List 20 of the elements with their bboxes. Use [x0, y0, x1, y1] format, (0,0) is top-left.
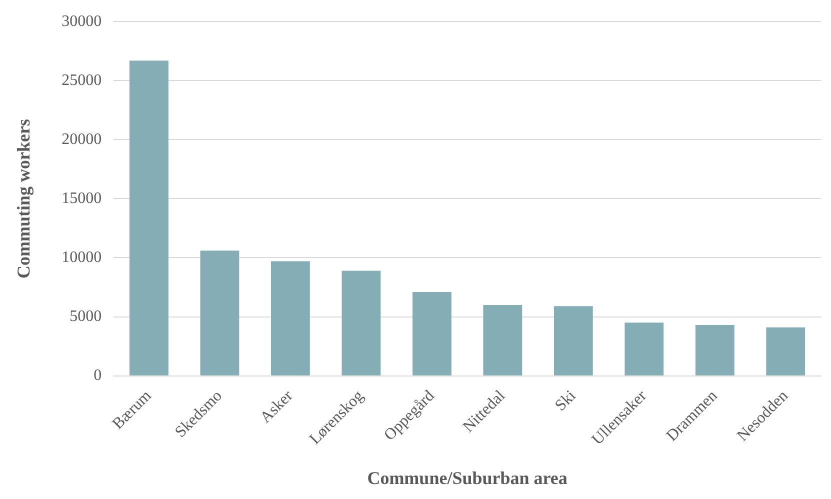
bar: [483, 304, 522, 376]
y-tick-label: 30000: [62, 12, 102, 30]
bar: [412, 292, 452, 376]
y-tick-label: 10000: [62, 248, 102, 266]
bar: [200, 250, 240, 376]
y-tick-label: 20000: [62, 130, 102, 148]
y-tick-label: 15000: [62, 190, 102, 207]
bar: [342, 270, 381, 376]
bar: [554, 306, 593, 376]
y-tick-label: 0: [94, 367, 102, 384]
y-tick-label: 25000: [62, 72, 102, 89]
bar: [766, 327, 806, 376]
bar: [270, 261, 310, 376]
bar: [695, 325, 734, 376]
x-tick-label: Ski: [552, 386, 580, 414]
x-axis-title: Commune/Suburban area: [367, 468, 568, 488]
y-axis-title: Commuting workers: [13, 118, 34, 278]
bar: [130, 60, 168, 376]
bar: [624, 322, 664, 376]
y-tick-label: 5000: [70, 308, 102, 325]
